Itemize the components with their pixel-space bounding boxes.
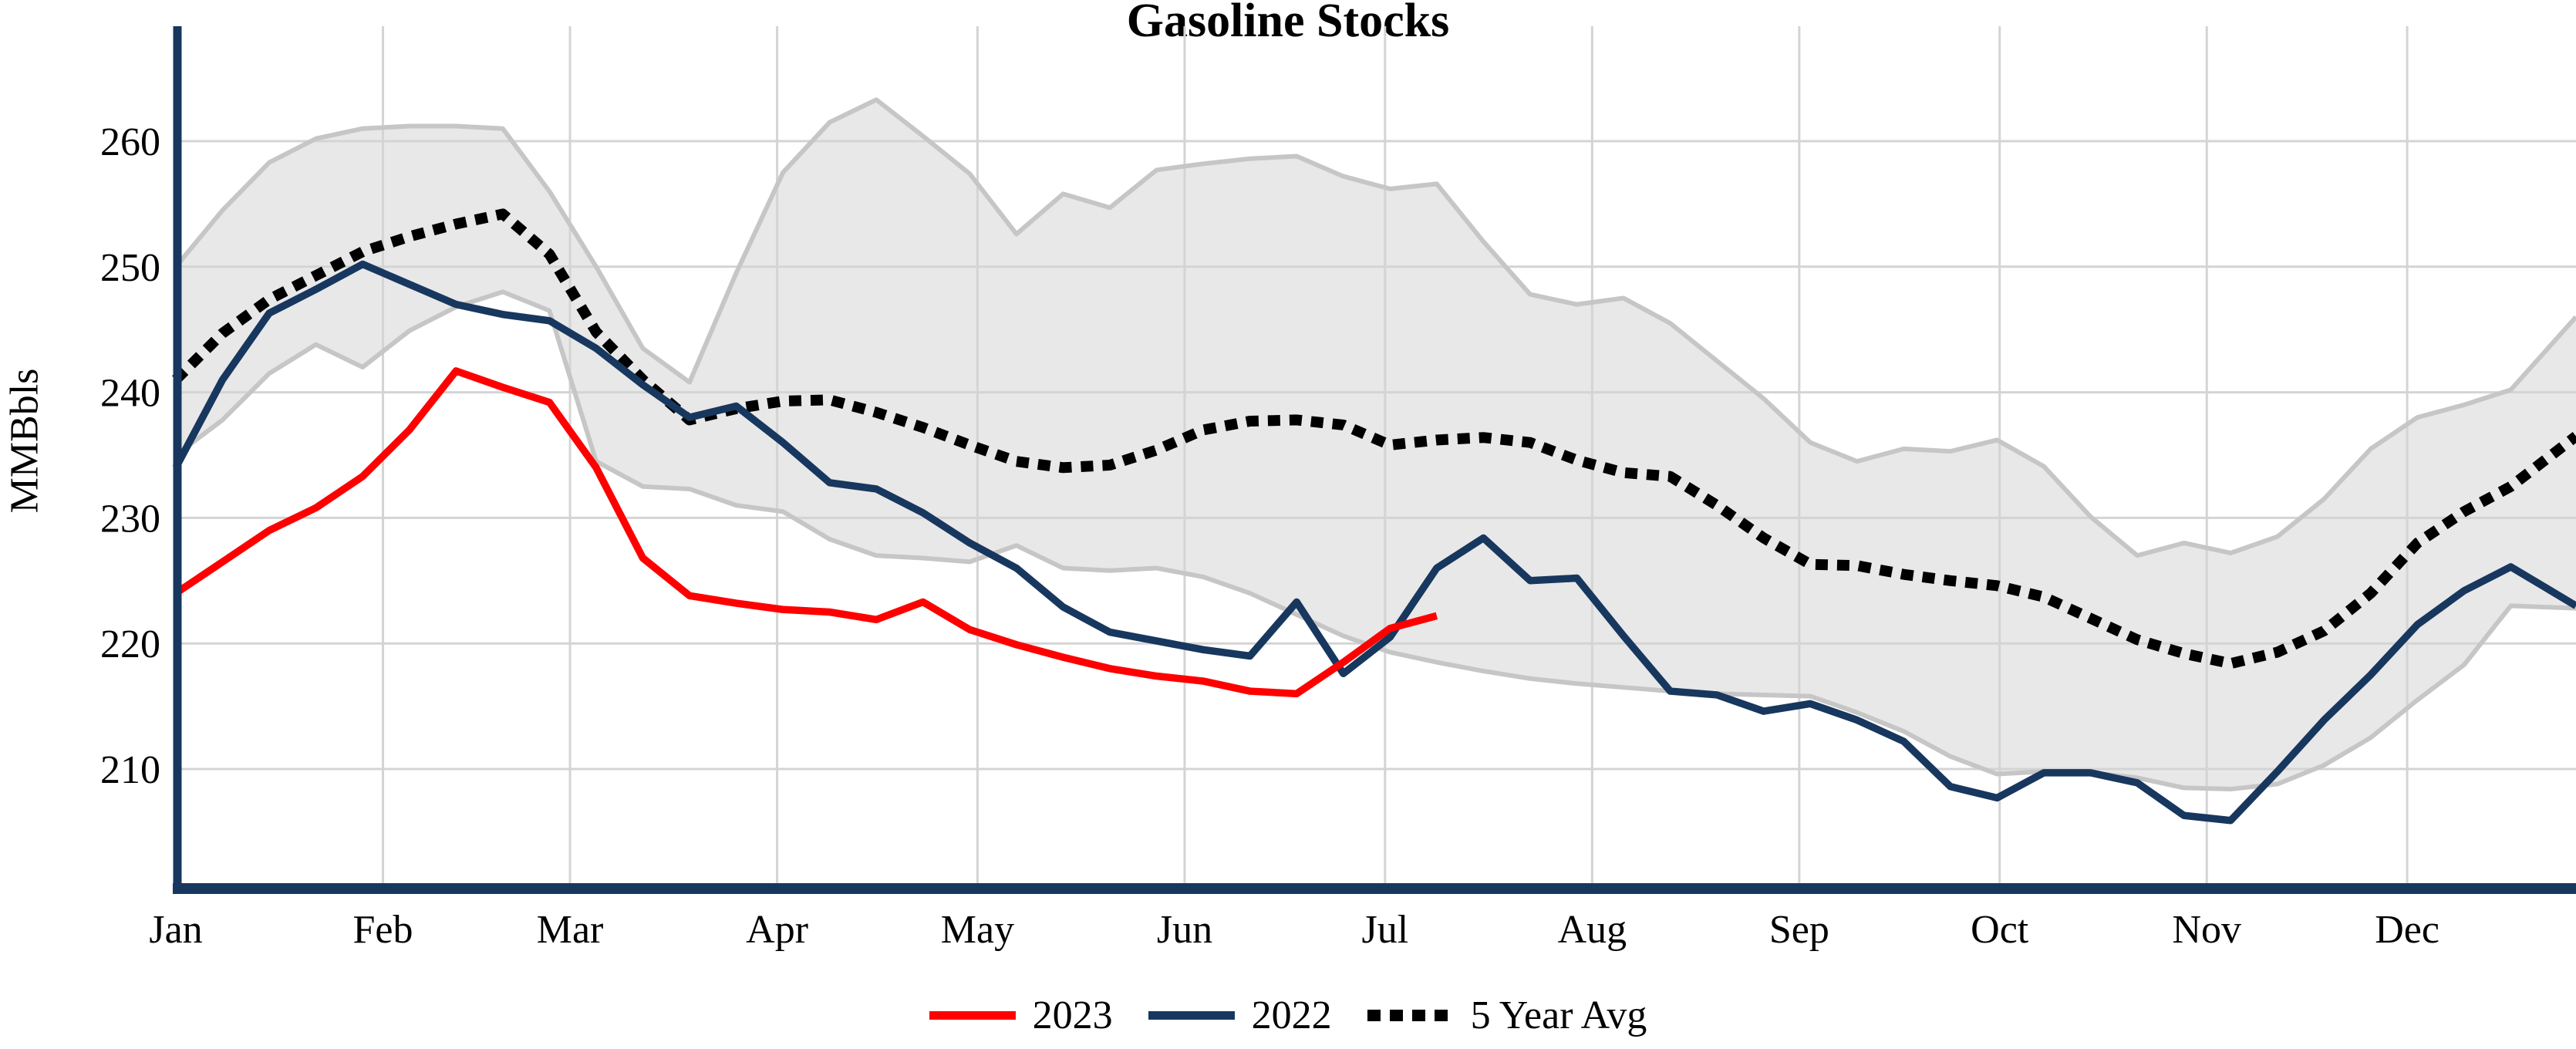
x-tick-label-Oct: Oct	[1971, 908, 2029, 952]
legend: 2023 2022 5 Year Avg	[0, 993, 2576, 1038]
y-tick-label-220: 220	[100, 622, 160, 666]
x-tick-label-Sep: Sep	[1769, 908, 1829, 952]
x-tick-label-May: May	[941, 908, 1014, 952]
y-tick-label-240: 240	[100, 372, 160, 416]
x-tick-label-Mar: Mar	[537, 908, 604, 952]
x-tick-label-Dec: Dec	[2375, 908, 2439, 952]
y-tick-label-210: 210	[100, 748, 160, 792]
chart-title: Gasoline Stocks	[1126, 0, 1450, 47]
y-tick-label-250: 250	[100, 246, 160, 290]
legend-item-2022: 2022	[1148, 993, 1332, 1038]
line-2022	[172, 260, 2576, 825]
legend-label-5yr-avg: 5 Year Avg	[1470, 993, 1647, 1037]
x-tick-label-Jun: Jun	[1157, 908, 1212, 952]
legend-swatch-2023	[929, 1011, 1016, 1020]
line-2023	[174, 367, 1438, 698]
legend-swatch-2022	[1148, 1011, 1235, 1020]
x-tick-label-Nov: Nov	[2172, 908, 2241, 952]
five-year-avg-line	[172, 208, 2576, 670]
legend-swatch-5yr-avg	[1367, 1010, 1454, 1021]
x-tick-label-Apr: Apr	[746, 908, 808, 952]
x-tick-label-Feb: Feb	[353, 908, 413, 952]
x-tick-label-Jan: Jan	[149, 908, 202, 952]
legend-label-2022: 2022	[1251, 993, 1332, 1037]
y-tick-label-260: 260	[100, 120, 160, 164]
y-tick-label-230: 230	[100, 497, 160, 541]
legend-item-5yr-avg: 5 Year Avg	[1367, 993, 1647, 1038]
x-tick-label-Jul: Jul	[1361, 908, 1408, 952]
legend-item-2023: 2023	[929, 993, 1113, 1038]
legend-label-2023: 2023	[1032, 993, 1113, 1037]
band-edge	[174, 97, 2576, 558]
x-tick-label-Aug: Aug	[1558, 908, 1627, 952]
